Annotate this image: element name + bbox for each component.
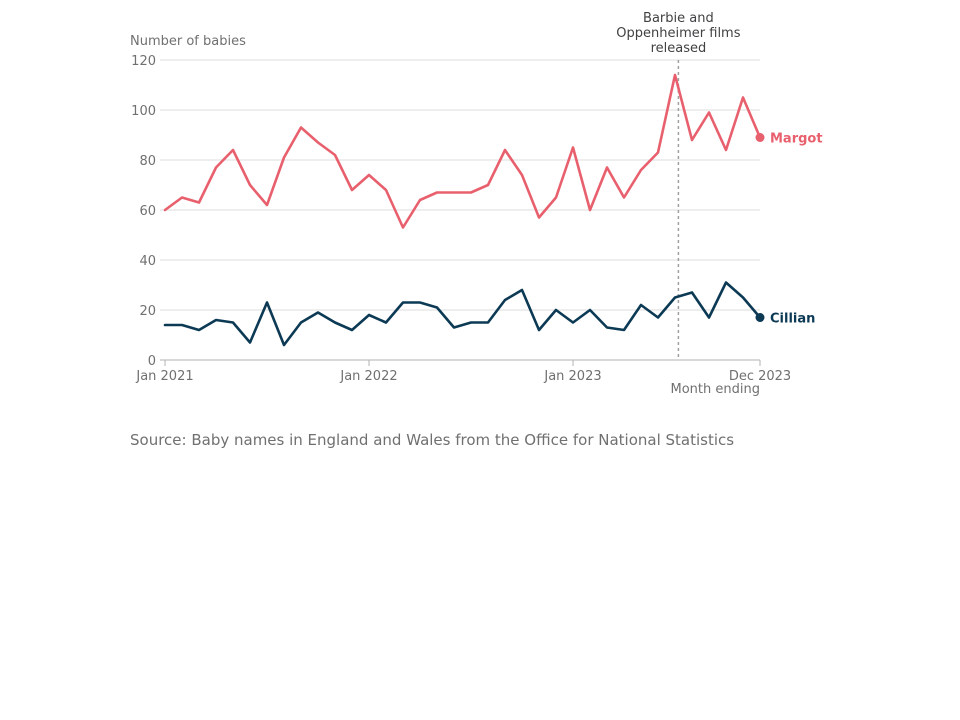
y-tick-label: 100: [131, 104, 156, 119]
x-tick-label: Jan 2022: [339, 369, 397, 384]
annotation-text-line: Oppenheimer films: [616, 26, 740, 41]
line-chart: 0 20 40 60 80 100 120 Jan 2021 Jan 2022 Jan 2023…: [130, 11, 823, 397]
gridlines: [160, 59, 760, 311]
series-lines: Margot Cillian: [163, 73, 823, 347]
y-tick-label: 80: [139, 154, 156, 169]
y-tick-label: 20: [139, 304, 156, 319]
source-note: Source: Baby names in England and Wales …: [130, 431, 735, 449]
y-tick-label: 120: [131, 54, 156, 69]
series-end-point-margot: [755, 133, 765, 142]
series-end-point-cillian: [755, 313, 765, 322]
annotation-text-line: released: [651, 41, 707, 56]
series-line-cillian: [163, 281, 762, 347]
series-label-margot: Margot: [770, 132, 823, 147]
y-tick-label: 60: [139, 204, 156, 219]
y-axis-title: Number of babies: [130, 34, 246, 49]
x-axis-ticks: Jan 2021 Jan 2022 Jan 2023 Dec 2023: [135, 360, 791, 384]
series-label-cillian: Cillian: [770, 312, 815, 327]
x-axis-title: Month ending: [671, 382, 760, 397]
x-tick-label: Dec 2023: [729, 369, 791, 384]
x-tick-label: Jan 2023: [543, 369, 601, 384]
x-tick-label: Jan 2021: [135, 369, 193, 384]
annotation-text-line: Barbie and: [643, 11, 714, 26]
series-line-margot: [163, 73, 762, 229]
y-tick-label: 40: [139, 254, 156, 269]
y-axis-ticks: 0 20 40 60 80 100 120: [131, 54, 156, 369]
y-tick-label: 0: [148, 354, 156, 369]
